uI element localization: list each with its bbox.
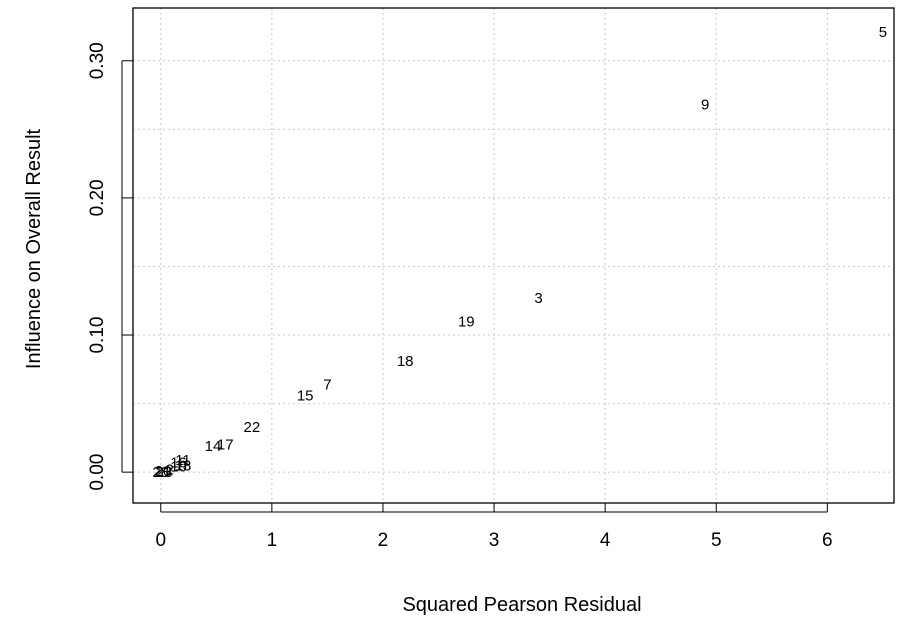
grid-lines bbox=[133, 8, 894, 503]
data-point-label: 2 bbox=[165, 461, 173, 478]
x-axis: 0 1 2 3 4 5 6 bbox=[155, 503, 833, 551]
x-tick-label: 4 bbox=[600, 530, 611, 551]
data-point-label: 18 bbox=[397, 353, 414, 370]
data-point-label: 14 bbox=[205, 438, 222, 455]
data-point-label: 20 bbox=[155, 463, 172, 480]
y-axis: 0.00 0.10 0.20 0.30 bbox=[87, 42, 133, 491]
x-tick-label: 2 bbox=[378, 530, 389, 551]
y-tick-label: 0.10 bbox=[87, 317, 108, 354]
y-tick-label: 0.30 bbox=[87, 42, 108, 79]
data-point-label: 7 bbox=[323, 376, 331, 393]
data-point-label: 19 bbox=[458, 313, 475, 330]
data-point-label: 9 bbox=[701, 97, 709, 114]
data-point-label: 23 bbox=[156, 464, 173, 481]
data-point-label: 16 bbox=[170, 455, 187, 472]
plot-frame bbox=[132, 7, 895, 504]
x-axis-title: Squared Pearson Residual bbox=[402, 594, 641, 616]
data-point-label: 3 bbox=[534, 290, 542, 307]
y-tick-label: 0.20 bbox=[87, 179, 108, 216]
data-point-label: 28 bbox=[152, 464, 169, 481]
data-point-label: 22 bbox=[244, 419, 261, 436]
data-point-label: 10 bbox=[170, 459, 187, 476]
x-tick-label: 6 bbox=[822, 530, 833, 551]
data-point-label: 5 bbox=[879, 24, 887, 41]
data-point-label: 17 bbox=[217, 437, 234, 454]
data-point-label: 15 bbox=[297, 387, 314, 404]
x-tick-label: 5 bbox=[711, 530, 722, 551]
y-axis-title: Influence on Overall Result bbox=[23, 129, 45, 370]
x-tick-label: 0 bbox=[155, 530, 166, 551]
x-tick-label: 1 bbox=[267, 530, 278, 551]
y-tick-label: 0.00 bbox=[87, 454, 108, 491]
data-point-label: 11 bbox=[175, 452, 191, 469]
x-tick-label: 3 bbox=[489, 530, 500, 551]
data-point-label: 13 bbox=[175, 457, 192, 474]
